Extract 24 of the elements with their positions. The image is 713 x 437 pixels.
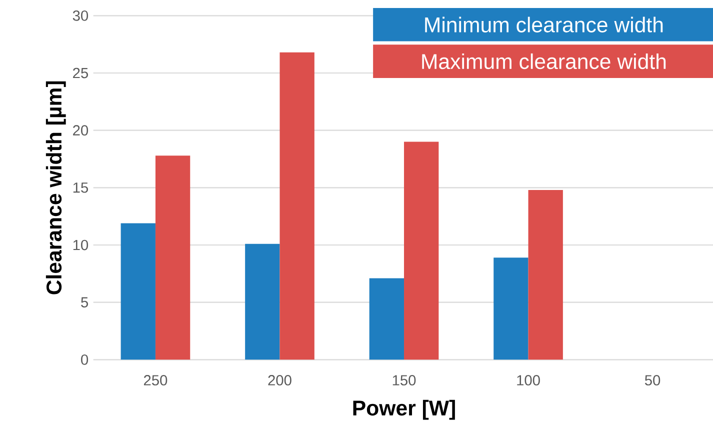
bar <box>369 278 404 360</box>
y-tick-label: 25 <box>73 68 88 78</box>
x-tick-label: 100 <box>517 375 540 386</box>
y-tick-label: 20 <box>73 125 88 136</box>
bar <box>155 156 190 360</box>
bar <box>404 142 439 360</box>
bar <box>245 244 280 360</box>
bar <box>494 258 528 360</box>
y-tick-label: 5 <box>81 297 88 308</box>
bar <box>120 223 156 360</box>
x-tick-label: 50 <box>644 375 660 386</box>
text: Maximum clearance width <box>422 53 666 70</box>
x-tick-label: 200 <box>268 375 292 386</box>
y-tick-label: 10 <box>73 240 88 250</box>
x-tick-label: 250 <box>144 375 168 386</box>
x-tick-label: 150 <box>392 375 416 386</box>
x-axis-title: Power [W] <box>353 400 455 420</box>
bar <box>280 52 314 360</box>
y-tick-label: 30 <box>72 10 88 21</box>
y-tick-label: 15 <box>73 182 88 193</box>
bar <box>528 190 563 360</box>
y-axis-title: Clearance width [µm] <box>46 81 66 294</box>
y-tick-label: 0 <box>81 354 88 365</box>
text: Minimum clearance width <box>425 16 663 32</box>
